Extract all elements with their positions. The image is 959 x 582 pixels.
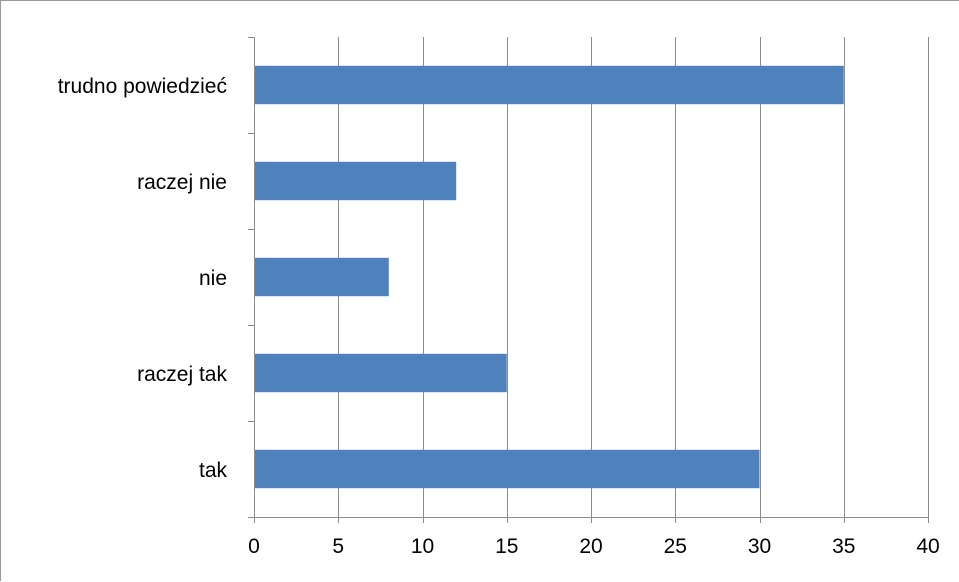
bar: [254, 449, 760, 489]
bar: [254, 161, 457, 201]
bars: [254, 65, 844, 489]
labels: 0 5 10 15 20 25 30 35 40 tak raczej tak nie raczej …: [58, 75, 940, 558]
bar: [254, 257, 389, 297]
x-tick-label: 20: [579, 535, 602, 558]
category-label: raczej tak: [137, 363, 227, 386]
category-label: tak: [199, 459, 228, 482]
category-label: trudno powiedzieć: [58, 75, 227, 98]
x-tick-label: 30: [748, 535, 771, 558]
axes: [248, 37, 929, 523]
category-label: nie: [199, 267, 227, 290]
x-tick-label: 0: [248, 535, 260, 558]
bar: [254, 65, 844, 105]
gridlines: [338, 37, 929, 517]
bar: [254, 353, 507, 393]
x-tick-label: 40: [916, 535, 939, 558]
category-label: raczej nie: [137, 171, 227, 194]
x-tick-label: 15: [495, 535, 518, 558]
x-tick-label: 5: [332, 535, 344, 558]
x-tick-label: 10: [411, 535, 434, 558]
x-tick-label: 25: [664, 535, 687, 558]
x-tick-label: 35: [832, 535, 855, 558]
